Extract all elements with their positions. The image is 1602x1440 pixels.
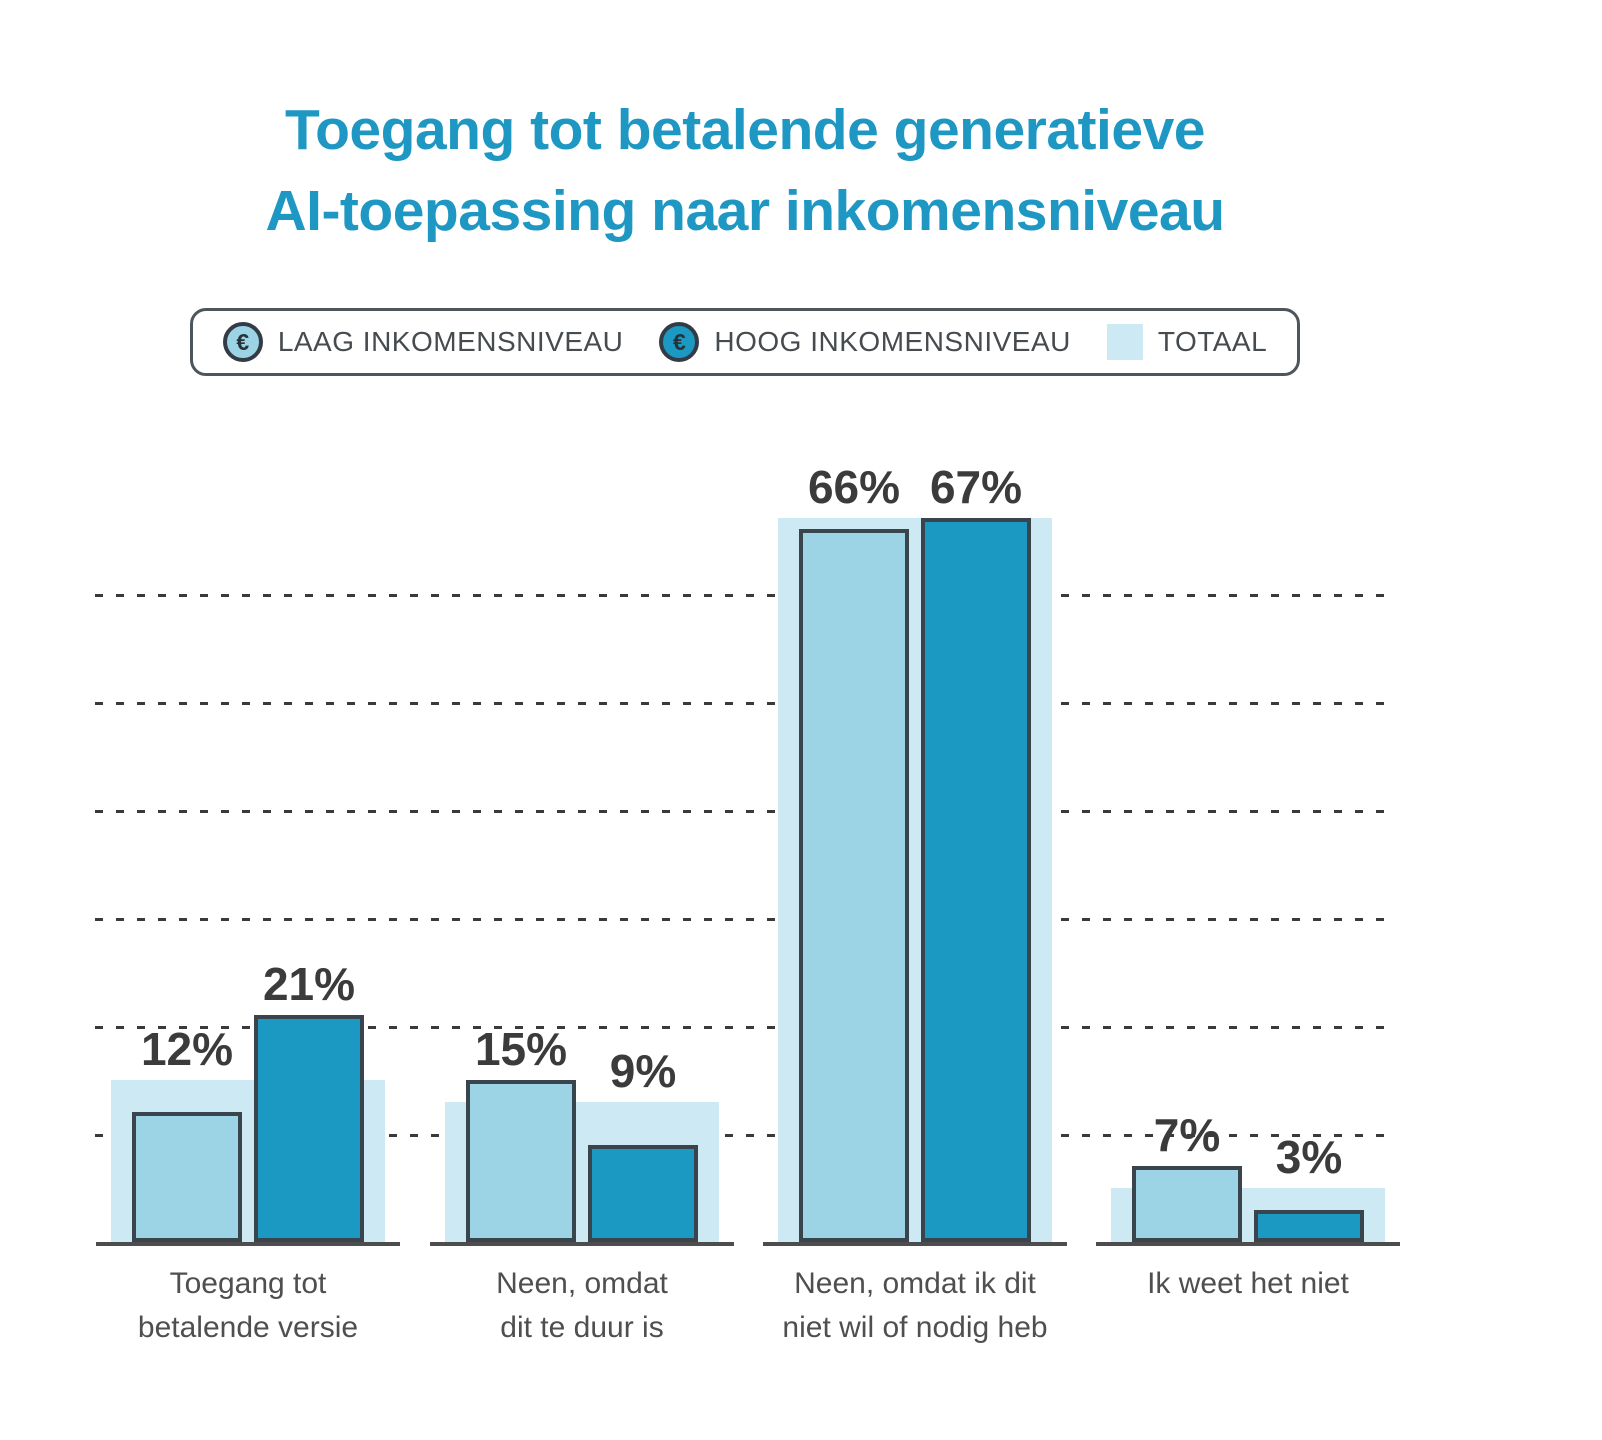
legend-item-laag: € LAAG INKOMENSNIVEAU: [222, 322, 624, 362]
bar-hoog-3: [1254, 1210, 1364, 1242]
bar-laag-3: [1132, 1166, 1242, 1242]
euro-coin-light-icon: €: [222, 322, 263, 362]
chart-title-line2: AI-toepassing naar inkomensniveau: [265, 178, 1225, 243]
bar-hoog-2: [921, 518, 1031, 1242]
chart-title: Toegang tot betalende generatieve AI-toep…: [95, 90, 1395, 252]
euro-coin-dark-icon: €: [659, 322, 700, 362]
category-label-2: Neen, omdat ik dit niet wil of nodig heb: [782, 1267, 1048, 1344]
chart-title-line1: Toegang tot betalende generatieve: [285, 98, 1205, 162]
legend-item-hoog: € HOOG INKOMENSNIVEAU: [659, 322, 1070, 362]
x-axis-baseline: [1096, 1242, 1400, 1246]
value-label-hoog-1: 9%: [609, 1045, 677, 1097]
totaal-swatch-icon: [1106, 324, 1143, 360]
category-label-0: Toegang tot betalende versie: [137, 1267, 359, 1344]
x-axis-baseline: [430, 1242, 734, 1246]
value-label-laag-1: 15%: [474, 1023, 568, 1075]
x-axis-baseline: [96, 1242, 400, 1246]
gridline-40pct: [95, 810, 1395, 813]
value-label-hoog-0: 21%: [262, 958, 356, 1010]
value-label-hoog-2: 67%: [929, 461, 1023, 513]
x-axis-baseline: [763, 1242, 1067, 1246]
gridline-60pct: [95, 594, 1395, 597]
legend-label-hoog: HOOG INKOMENSNIVEAU: [714, 326, 1071, 357]
category-label-1: Neen, omdat dit te duur is: [496, 1267, 668, 1344]
bar-hoog-1: [588, 1145, 698, 1242]
legend-box: € LAAG INKOMENSNIVEAU € HOOG INKOMENSNIV…: [189, 308, 1301, 376]
gridline-50pct: [95, 702, 1395, 705]
bar-hoog-0: [254, 1015, 364, 1242]
bar-laag-0: [132, 1112, 242, 1242]
bar-laag-2: [799, 529, 909, 1242]
legend-label-totaal: TOTAAL: [1157, 326, 1268, 357]
gridline-30pct: [95, 918, 1395, 921]
gridline-20pct: [95, 1026, 1395, 1029]
value-label-laag-0: 12%: [140, 1023, 234, 1075]
legend-item-totaal: TOTAAL: [1106, 324, 1268, 360]
value-label-hoog-3: 3%: [1275, 1131, 1343, 1183]
legend: € LAAG INKOMENSNIVEAU € HOOG INKOMENSNIV…: [95, 308, 1395, 376]
value-label-laag-3: 7%: [1153, 1109, 1221, 1161]
category-label-3: Ik weet het niet: [1147, 1267, 1349, 1300]
legend-label-laag: LAAG INKOMENSNIVEAU: [277, 326, 624, 357]
value-label-laag-2: 66%: [807, 461, 901, 513]
bar-laag-1: [466, 1080, 576, 1242]
gridline-10pct: [95, 1134, 1395, 1137]
